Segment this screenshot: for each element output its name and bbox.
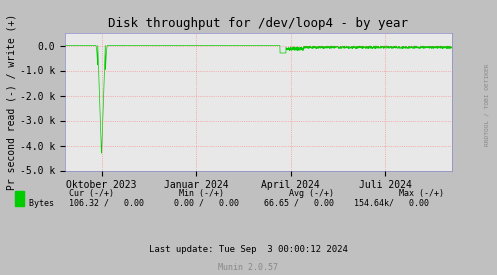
Text: RRDTOOL / TOBI OETIKER: RRDTOOL / TOBI OETIKER <box>485 63 490 146</box>
Bar <box>15 191 24 206</box>
Text: Cur (-/+)             Min (-/+)             Avg (-/+)             Max (-/+)
Byte: Cur (-/+) Min (-/+) Avg (-/+) Max (-/+) … <box>29 189 444 208</box>
Text: Last update: Tue Sep  3 00:00:12 2024: Last update: Tue Sep 3 00:00:12 2024 <box>149 245 348 254</box>
Title: Disk throughput for /dev/loop4 - by year: Disk throughput for /dev/loop4 - by year <box>108 17 409 31</box>
Y-axis label: Pr second read (-) / write (+): Pr second read (-) / write (+) <box>7 14 17 190</box>
Text: Munin 2.0.57: Munin 2.0.57 <box>219 263 278 271</box>
